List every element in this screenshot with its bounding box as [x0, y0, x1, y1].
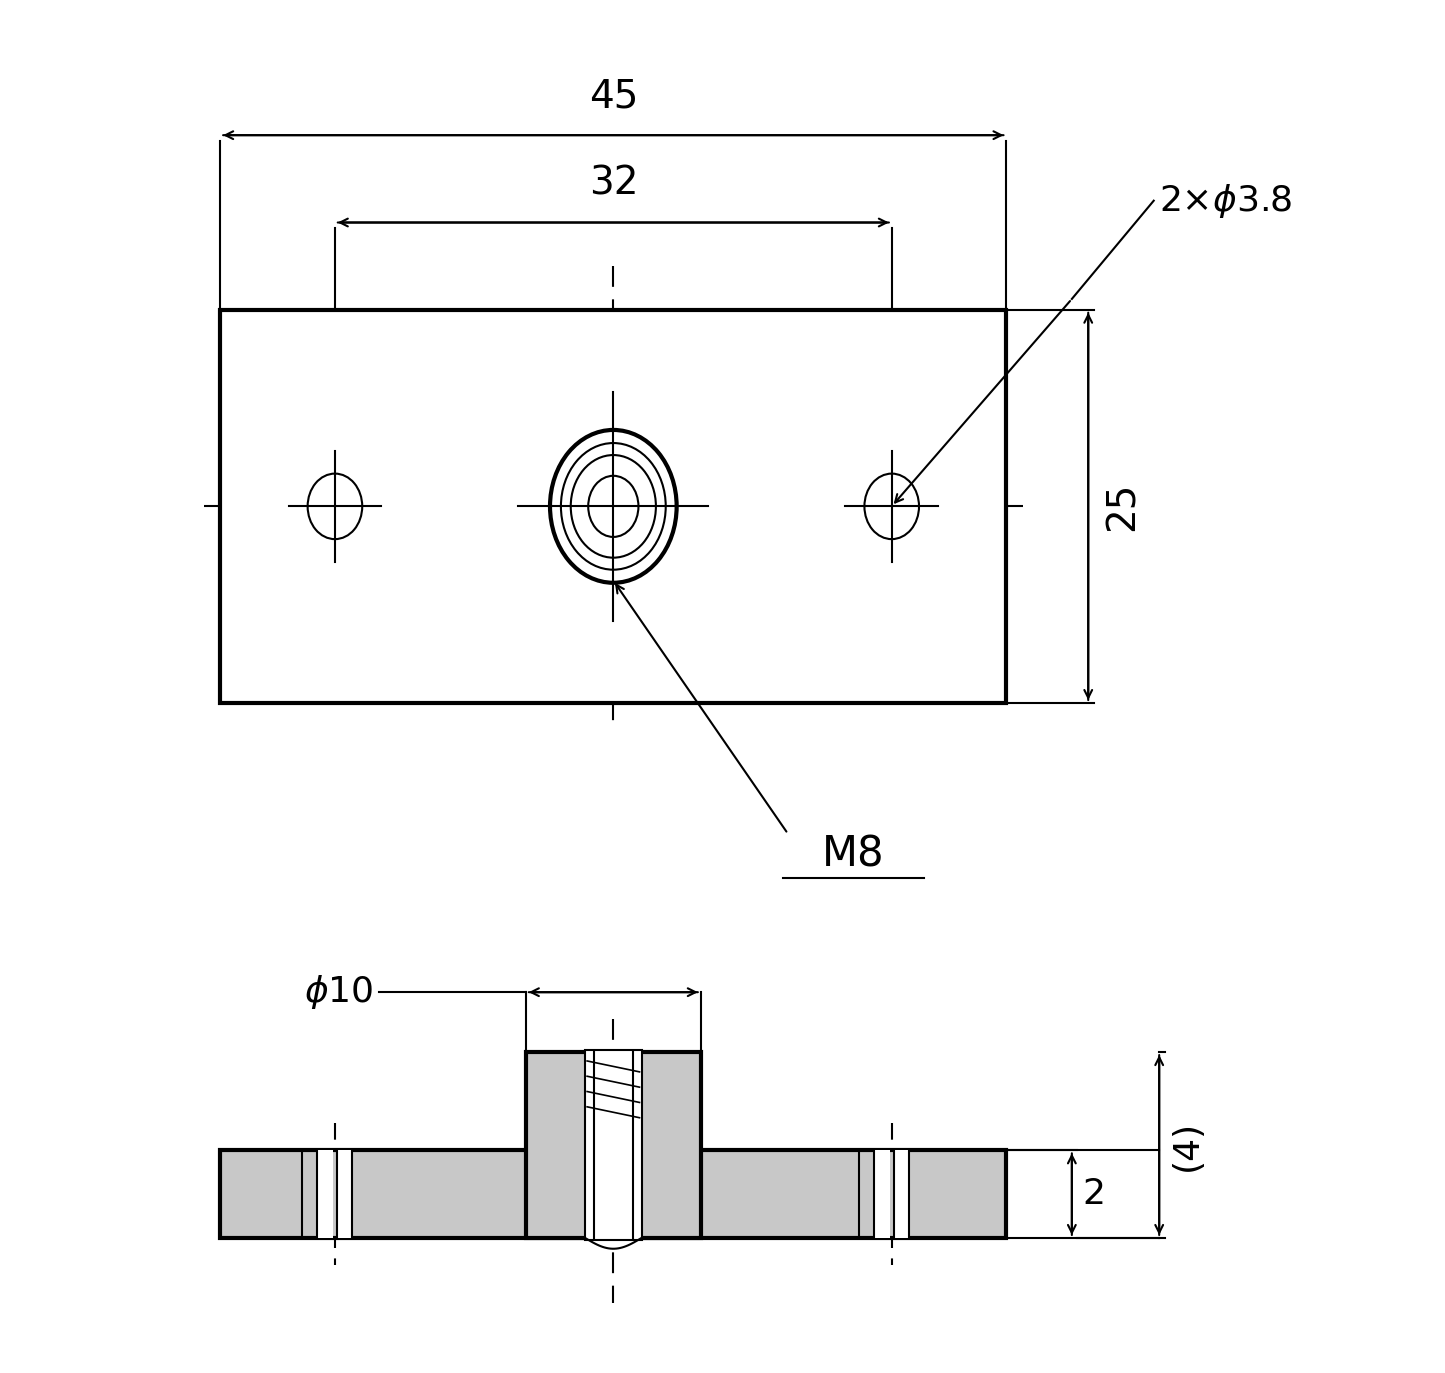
Text: 2×$\phi$3.8: 2×$\phi$3.8: [1159, 181, 1292, 220]
Text: 25: 25: [1104, 482, 1142, 531]
Text: 2: 2: [1082, 1177, 1105, 1211]
Text: 32: 32: [588, 165, 639, 203]
Text: M8: M8: [822, 833, 884, 876]
Bar: [874, 1151, 890, 1238]
Bar: [220, 310, 1006, 703]
Bar: [585, 1050, 642, 1240]
Text: 45: 45: [588, 77, 639, 115]
Bar: [220, 1151, 1006, 1238]
Text: $\phi$10: $\phi$10: [303, 973, 373, 1011]
Bar: [337, 1151, 353, 1238]
Bar: [894, 1151, 909, 1238]
Bar: [318, 1151, 332, 1238]
Bar: [526, 1052, 701, 1238]
Text: (4): (4): [1170, 1119, 1204, 1171]
